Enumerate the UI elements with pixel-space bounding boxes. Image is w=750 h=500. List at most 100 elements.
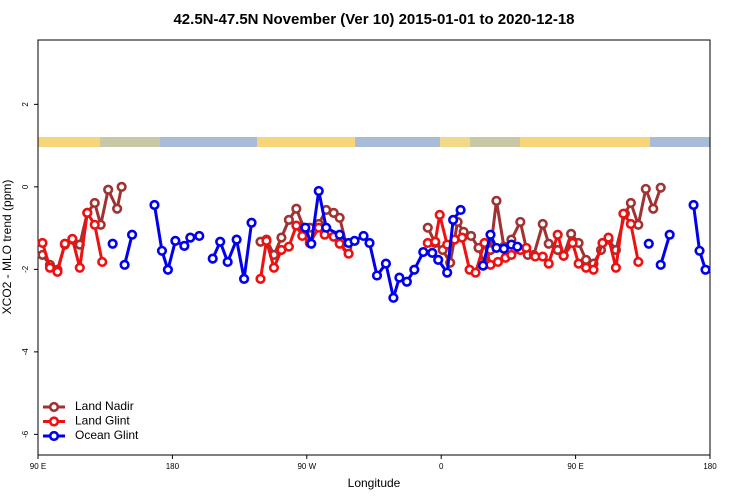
point — [306, 238, 317, 249]
point — [74, 262, 85, 273]
point — [515, 216, 526, 228]
point — [179, 240, 190, 251]
point — [457, 232, 468, 243]
y-tick-label: -2 — [21, 265, 30, 273]
point — [82, 207, 93, 218]
point — [276, 232, 287, 243]
legend-label: Ocean Glint — [75, 428, 139, 442]
legend-marker — [48, 430, 60, 442]
point — [603, 232, 614, 243]
point — [283, 241, 294, 252]
point — [694, 245, 705, 256]
point — [207, 253, 218, 264]
point — [648, 203, 659, 214]
chart-title: 42.5N-47.5N November (Ver 10) 2015-01-01… — [173, 11, 574, 28]
point — [112, 203, 123, 214]
legend-label: Land Glint — [75, 414, 130, 428]
point — [655, 182, 666, 193]
point — [246, 217, 257, 228]
point — [521, 242, 532, 254]
point — [543, 258, 554, 269]
point — [448, 214, 459, 225]
point — [477, 260, 489, 271]
point — [156, 245, 168, 256]
point — [59, 238, 70, 249]
point — [455, 204, 466, 216]
point — [485, 229, 496, 240]
point — [640, 183, 651, 195]
point — [116, 181, 127, 192]
point — [618, 208, 629, 219]
point — [89, 197, 100, 209]
point — [194, 230, 205, 242]
y-axis-label: XCO2 - MLO trend (ppm) — [0, 180, 14, 315]
legend-marker — [48, 401, 60, 413]
plot-frame — [37, 39, 711, 456]
point — [126, 229, 138, 240]
legend-marker — [48, 416, 60, 427]
point — [552, 229, 563, 240]
point — [597, 237, 608, 249]
point — [512, 241, 523, 252]
point — [291, 220, 302, 231]
point — [643, 238, 654, 249]
point — [558, 250, 569, 261]
point — [103, 184, 114, 195]
point — [215, 236, 226, 247]
point — [97, 256, 108, 268]
point — [358, 230, 369, 242]
point — [433, 254, 444, 265]
point — [67, 233, 78, 244]
point — [573, 258, 584, 269]
point — [371, 270, 383, 281]
point — [498, 243, 510, 254]
point — [321, 222, 332, 233]
point — [52, 266, 63, 277]
point — [434, 209, 445, 221]
point — [625, 218, 636, 230]
point — [334, 212, 345, 223]
x-tick-label: 180 — [703, 462, 717, 471]
point — [343, 248, 354, 259]
point — [537, 218, 548, 230]
series-line — [692, 204, 707, 271]
point — [401, 276, 412, 287]
point — [655, 259, 666, 270]
point — [537, 251, 548, 262]
point — [300, 222, 311, 233]
point — [255, 273, 266, 284]
x-axis-label: Longitude — [348, 476, 401, 490]
point — [625, 197, 636, 209]
y-tick-label: 0 — [21, 184, 30, 189]
point — [506, 249, 517, 261]
point — [588, 264, 599, 275]
series-line — [123, 234, 134, 266]
point — [492, 256, 504, 268]
point — [442, 267, 453, 278]
point — [409, 264, 420, 275]
legend-label: Land Nadir — [75, 399, 134, 413]
point — [543, 238, 554, 249]
point — [688, 199, 699, 211]
surface-strip — [38, 137, 710, 147]
point — [465, 230, 477, 242]
point — [610, 262, 622, 273]
point — [491, 195, 502, 206]
y-tick-label: -6 — [21, 430, 30, 438]
point — [567, 237, 578, 249]
y-tick-label: -4 — [21, 348, 30, 356]
point — [162, 264, 174, 275]
point — [107, 238, 118, 249]
x-tick-label: 0 — [439, 462, 444, 471]
point — [380, 258, 392, 269]
point — [349, 235, 360, 246]
y-tick-label: 2 — [21, 102, 30, 107]
x-tick-label: 90 W — [297, 462, 316, 471]
x-tick-label: 90 E — [30, 462, 46, 471]
point — [422, 222, 433, 233]
point — [44, 262, 56, 273]
point — [700, 264, 711, 275]
point — [222, 256, 233, 268]
point — [268, 262, 280, 273]
